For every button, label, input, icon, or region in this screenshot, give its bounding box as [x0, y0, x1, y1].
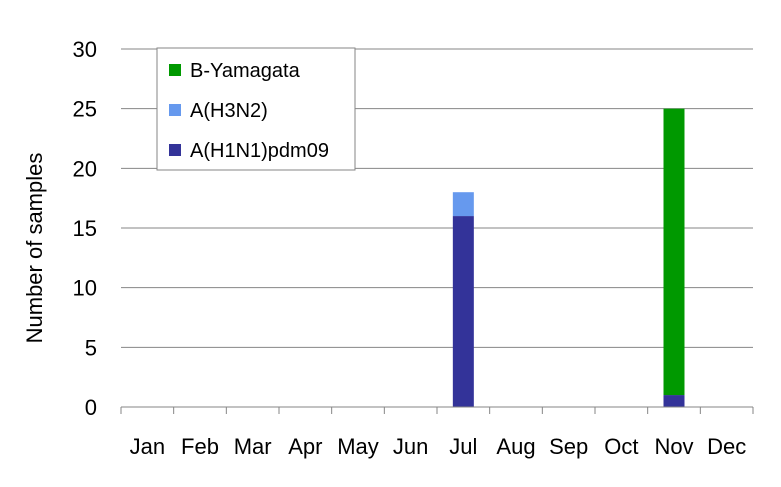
y-axis-title: Number of samples	[22, 153, 47, 344]
y-tick-labels: 0 5 10 15 20 25 30	[73, 37, 97, 420]
x-tick-label: Jan	[130, 434, 165, 459]
x-tick-label: Sep	[549, 434, 588, 459]
legend-swatch	[169, 64, 181, 76]
legend-label: A(H3N2)	[190, 100, 268, 122]
y-tick-label: 10	[73, 276, 97, 301]
legend-label: A(H1N1)pdm09	[190, 140, 329, 162]
legend-box	[156, 47, 356, 171]
y-tick-label: 5	[85, 335, 97, 360]
legend-swatch	[169, 104, 181, 116]
x-tick-label: Jul	[449, 434, 477, 459]
y-tick-label: 30	[73, 37, 97, 62]
x-tick-labels: Jan Feb Mar Apr May Jun Jul Aug Sep Oct Nov Dec	[130, 434, 747, 459]
x-tick-label: Oct	[604, 434, 638, 459]
y-tick-label: 20	[73, 156, 97, 181]
y-tick-label: 0	[85, 395, 97, 420]
y-tick-label: 25	[73, 97, 97, 122]
bar-nov-series-2	[663, 108, 685, 396]
x-tick-label: May	[337, 434, 379, 459]
axes	[120, 406, 754, 414]
bar-jul-series-0	[452, 216, 474, 407]
legend-label: B-Yamagata	[190, 60, 301, 82]
x-tick-label: Dec	[707, 434, 746, 459]
legend: B-Yamagata A(H3N2) A(H1N1)pdm09	[156, 47, 356, 171]
y-tick-label: 15	[73, 216, 97, 241]
bar-nov-series-0	[663, 395, 685, 407]
x-tick-label: Mar	[234, 434, 272, 459]
bar-jul-series-1	[452, 192, 474, 217]
x-tick-label: Jun	[393, 434, 428, 459]
x-tick-label: Aug	[496, 434, 535, 459]
legend-swatch	[169, 144, 181, 156]
x-tick-label: Feb	[181, 434, 219, 459]
x-tick-label: Nov	[654, 434, 693, 459]
x-tick-label: Apr	[288, 434, 322, 459]
bars	[452, 108, 685, 407]
